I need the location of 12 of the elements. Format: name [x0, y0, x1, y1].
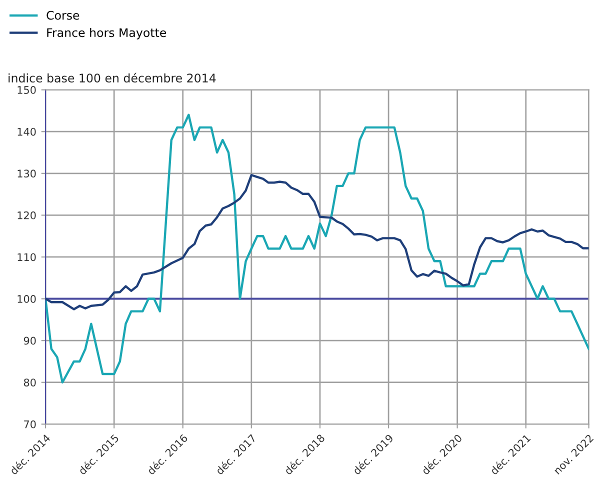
y-tick-label: 130: [18, 170, 36, 178]
y-tick-label: 90: [24, 336, 36, 345]
y-axis-title: indice base 100 en décembre 2014: [8, 72, 216, 83]
y-tick-label: 110: [18, 253, 36, 262]
y-tick-label: 120: [18, 211, 36, 220]
y-tick-label: 150: [18, 86, 36, 94]
legend-label: France hors Mayotte: [47, 28, 166, 40]
y-tick-label: 80: [24, 378, 36, 386]
y-tick-label: 140: [18, 128, 36, 136]
y-tick-label: 70: [24, 420, 36, 428]
legend-label: Corse: [46, 10, 80, 20]
y-tick-label: 100: [18, 295, 36, 303]
